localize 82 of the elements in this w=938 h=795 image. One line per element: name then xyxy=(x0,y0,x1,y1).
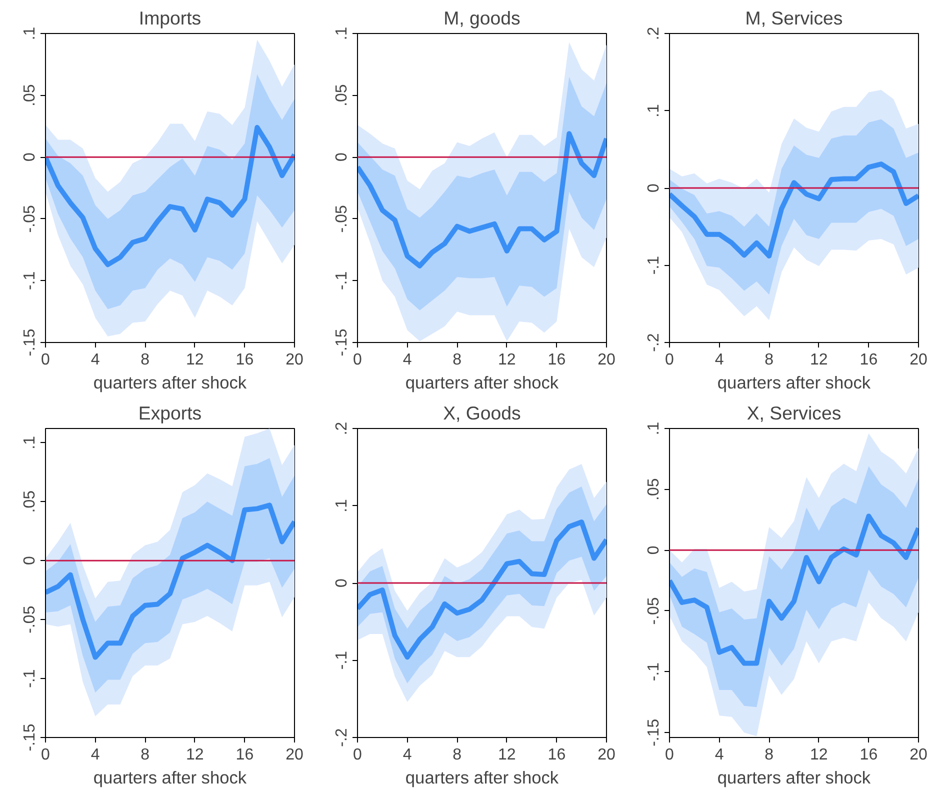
x-tick-label: 20 xyxy=(286,352,304,368)
x-tick-label: 8 xyxy=(764,352,774,368)
x-axis-title: quarters after shock xyxy=(717,372,871,392)
y-tick-label: .1 xyxy=(22,436,38,450)
x-tick-label: 8 xyxy=(140,746,150,764)
y-tick-label: -.15 xyxy=(334,328,350,356)
y-tick-label: .05 xyxy=(22,490,38,513)
y-tick-label: -.1 xyxy=(334,650,350,670)
x-tick-label: 0 xyxy=(41,352,50,368)
x-tick-label: 16 xyxy=(236,352,254,368)
x-tick-label: 0 xyxy=(353,352,362,368)
y-tick-label: -.05 xyxy=(22,606,38,634)
chart-title: Exports xyxy=(138,402,202,424)
x-tick-label: 16 xyxy=(236,746,254,764)
x-tick-label: 12 xyxy=(186,352,204,368)
x-tick-label: 0 xyxy=(41,746,50,764)
x-tick-label: 0 xyxy=(665,352,674,368)
y-tick-label: -.2 xyxy=(334,728,350,747)
x-tick-label: 4 xyxy=(714,746,724,764)
chart-title: Imports xyxy=(138,8,202,28)
x-tick-label: 12 xyxy=(810,352,828,368)
y-tick-label: .05 xyxy=(334,84,350,106)
x-tick-label: 16 xyxy=(548,352,566,368)
x-tick-label: 8 xyxy=(140,352,150,368)
x-tick-label: 4 xyxy=(402,746,412,764)
x-tick-label: 12 xyxy=(498,352,516,368)
x-axis-title: quarters after shock xyxy=(405,372,559,392)
y-tick-label: -.1 xyxy=(646,662,662,682)
y-tick-label: .2 xyxy=(334,422,350,436)
x-axis-title: quarters after shock xyxy=(405,768,559,788)
y-tick-label: .1 xyxy=(646,104,662,118)
x-tick-label: 12 xyxy=(498,746,516,764)
y-tick-label: -.05 xyxy=(646,597,662,625)
y-tick-label: .1 xyxy=(334,498,350,512)
x-tick-label: 16 xyxy=(860,746,878,764)
x-tick-label: 4 xyxy=(402,352,412,368)
chart-title: M, goods xyxy=(444,8,520,28)
y-tick-label: 0 xyxy=(22,152,38,162)
x-axis-title: quarters after shock xyxy=(717,768,871,788)
y-tick-label: -.15 xyxy=(22,724,38,752)
y-tick-label: 0 xyxy=(334,152,350,162)
x-axis-title: quarters after shock xyxy=(93,768,247,788)
x-tick-label: 0 xyxy=(353,746,362,764)
x-tick-label: 20 xyxy=(286,746,304,764)
y-tick-label: 0 xyxy=(334,578,350,588)
x-tick-label: 20 xyxy=(598,746,616,764)
x-tick-label: 8 xyxy=(452,746,462,764)
chart-title: X, Goods xyxy=(443,402,521,424)
y-tick-label: -.1 xyxy=(22,669,38,688)
y-tick-label: -.15 xyxy=(22,328,38,356)
y-tick-label: -.15 xyxy=(646,718,662,746)
x-tick-label: 12 xyxy=(186,746,204,764)
y-tick-label: .1 xyxy=(22,26,38,40)
y-tick-label: -.05 xyxy=(22,205,38,233)
y-tick-label: -.1 xyxy=(646,256,662,275)
y-tick-label: .05 xyxy=(646,478,662,500)
y-tick-label: 0 xyxy=(646,183,662,192)
x-tick-label: 16 xyxy=(860,352,878,368)
x-tick-label: 0 xyxy=(665,746,674,764)
x-tick-label: 12 xyxy=(810,746,828,764)
x-axis-title: quarters after shock xyxy=(93,372,247,392)
x-tick-label: 20 xyxy=(910,746,928,764)
y-tick-label: .1 xyxy=(646,422,662,436)
x-tick-label: 16 xyxy=(548,746,566,764)
chart-title: M, Services xyxy=(745,8,843,28)
y-tick-label: -.1 xyxy=(22,271,38,290)
x-tick-label: 4 xyxy=(90,352,100,368)
y-tick-label: .1 xyxy=(334,26,350,40)
x-tick-label: 8 xyxy=(452,352,462,368)
y-tick-label: -.2 xyxy=(646,333,662,352)
y-tick-label: .2 xyxy=(646,26,662,40)
x-tick-label: 4 xyxy=(714,352,724,368)
x-tick-label: 4 xyxy=(90,746,100,764)
x-tick-label: 20 xyxy=(910,352,928,368)
y-tick-label: 0 xyxy=(22,556,38,566)
y-tick-label: 0 xyxy=(646,546,662,555)
chart-title: X, Services xyxy=(746,402,842,424)
y-tick-label: -.05 xyxy=(334,205,350,233)
y-tick-label: -.1 xyxy=(334,271,350,290)
y-tick-label: .05 xyxy=(22,84,38,106)
x-tick-label: 20 xyxy=(598,352,616,368)
x-tick-label: 8 xyxy=(764,746,774,764)
